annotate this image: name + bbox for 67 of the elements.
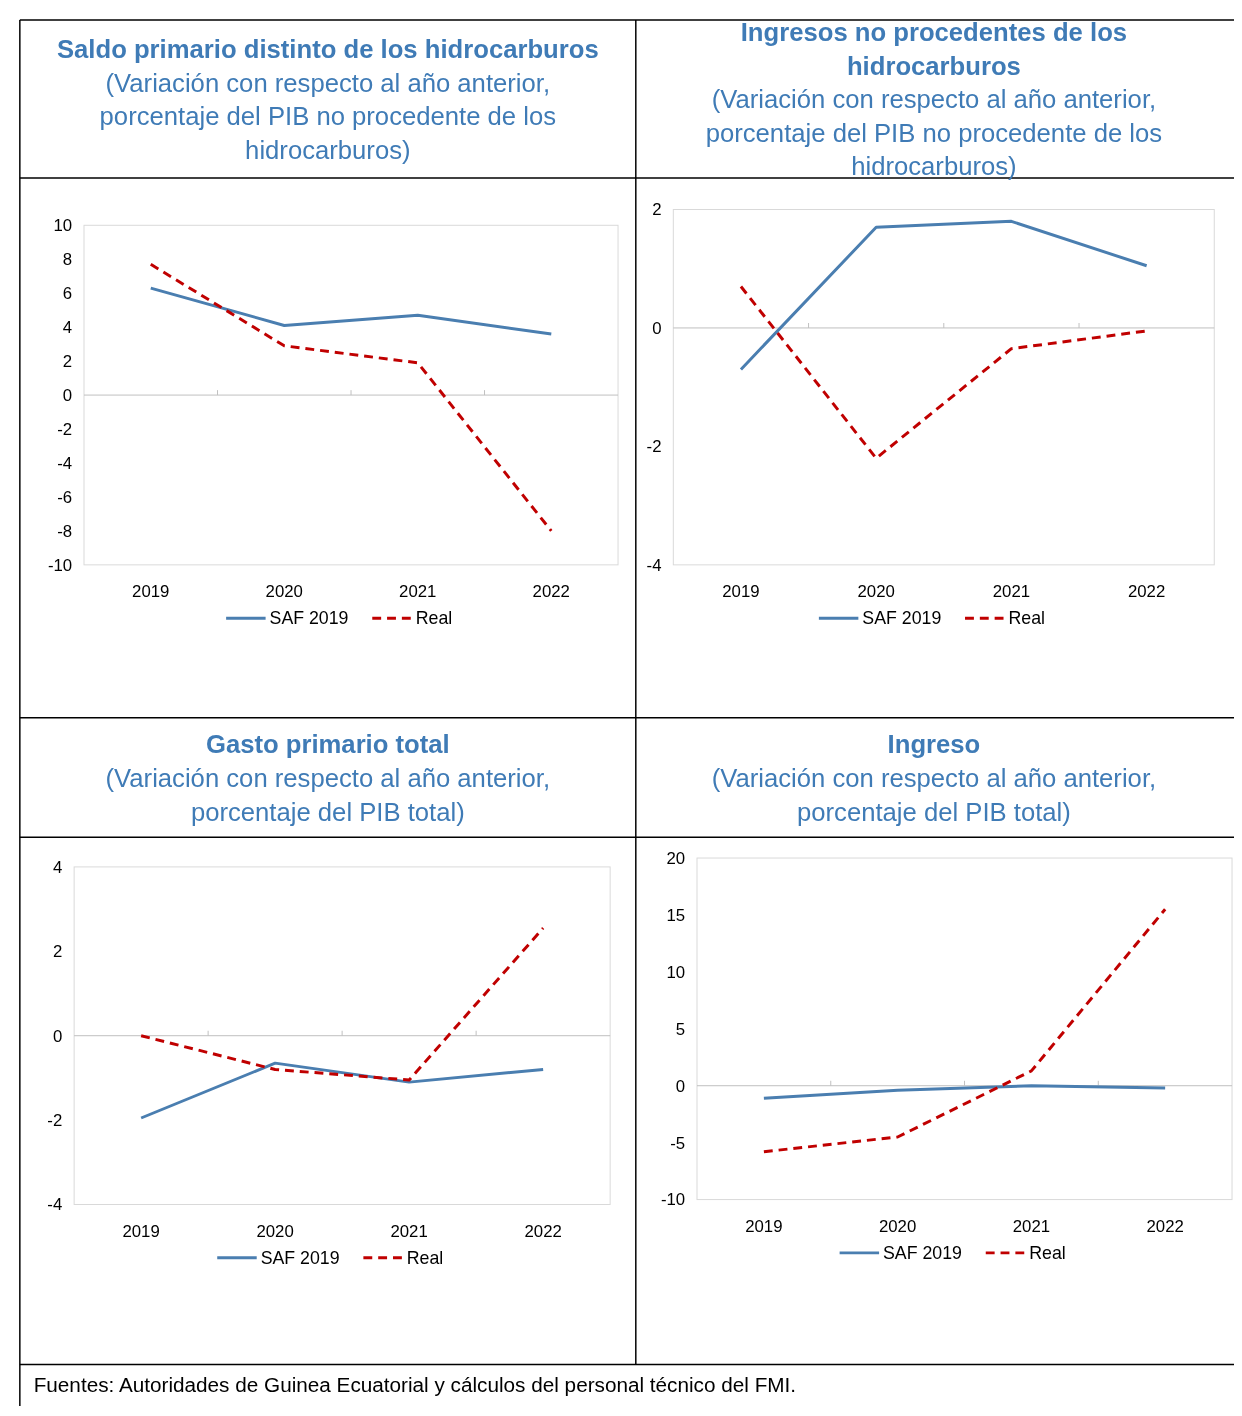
x-tick-label: 2020: [256, 1222, 294, 1242]
y-tick-label: -2: [646, 437, 662, 457]
x-tick-label: 2022: [1146, 1217, 1184, 1237]
chart-title: Gasto primario total: [205, 730, 450, 759]
x-tick-label: 2021: [992, 582, 1031, 602]
y-tick-label: -8: [57, 521, 73, 541]
x-tick-label: 2019: [745, 1217, 783, 1237]
x-tick-label: 2020: [857, 582, 895, 602]
x-tick-label: 2022: [1127, 582, 1166, 602]
y-tick-label: 10: [53, 216, 73, 236]
x-tick-label: 2019: [132, 582, 170, 602]
chart-title: Ingreso: [887, 730, 981, 759]
line-series: [139, 1061, 545, 1120]
y-tick-label: 2: [652, 200, 662, 220]
chart-title: Saldo primario distinto de los hidrocarburos: [56, 34, 599, 63]
legend-label: Real: [415, 608, 453, 629]
chart-title: Ingresos no procedentes de los hidrocarburos: [740, 18, 1128, 80]
chart-subtitle: (Variación con respecto al año anterior, porcentaje del PIB no procedente de los hidrocarburos): [99, 68, 557, 164]
y-tick-label: -4: [57, 453, 73, 473]
y-tick-label: 10: [666, 962, 686, 982]
y-tick-label: -6: [57, 487, 73, 507]
y-tick-label: 2: [52, 942, 63, 962]
x-tick-label: 2022: [524, 1222, 562, 1242]
chart-subtitle: (Variación con respecto al año anterior, porcentaje del PIB total): [105, 763, 551, 826]
x-tick-label: 2021: [399, 582, 437, 602]
legend-label: Real: [1008, 608, 1045, 629]
y-tick-label: 4: [52, 857, 63, 877]
y-tick-label: -4: [47, 1195, 63, 1215]
legend-label: SAF 2019: [883, 1243, 963, 1264]
line-series: [149, 286, 553, 336]
x-tick-label: 2021: [390, 1222, 428, 1242]
y-tick-label: -2: [57, 419, 73, 439]
line-series: [739, 219, 1149, 371]
y-tick-label: 2: [62, 351, 73, 371]
y-tick-label: -10: [47, 555, 73, 575]
line-series: [149, 262, 553, 533]
y-tick-label: 0: [675, 1076, 686, 1096]
legend-label: SAF 2019: [862, 608, 942, 629]
x-tick-label: 2022: [532, 582, 570, 602]
y-tick-label: 15: [666, 905, 686, 925]
y-tick-label: 20: [666, 848, 686, 868]
y-tick-label: -2: [47, 1110, 63, 1130]
legend-label: Real: [1029, 1243, 1066, 1264]
y-tick-label: 8: [62, 250, 73, 270]
y-tick-label: -5: [670, 1133, 686, 1153]
line-series: [139, 926, 545, 1082]
y-tick-label: 6: [62, 284, 73, 304]
chart-subtitle: (Variación con respecto al año anterior, porcentaje del PIB total): [711, 763, 1157, 826]
y-tick-label: 0: [52, 1026, 63, 1046]
legend-label: SAF 2019: [269, 608, 349, 629]
y-tick-label: 0: [652, 318, 662, 338]
chart-subtitle: (Variación con respecto al año anterior, porcentaje del PIB no procedente de los hidrocarburos): [705, 85, 1163, 181]
y-tick-label: 5: [675, 1019, 686, 1039]
y-tick-label: 4: [62, 318, 73, 338]
legend-label: SAF 2019: [260, 1248, 340, 1269]
line-series: [762, 907, 1167, 1154]
y-tick-label: -10: [660, 1190, 686, 1210]
x-tick-label: 2020: [265, 582, 303, 602]
x-tick-label: 2020: [878, 1217, 917, 1237]
x-tick-label: 2019: [722, 582, 760, 602]
y-tick-label: 0: [62, 385, 73, 405]
source-note: Fuentes: Autoridades de Guinea Ecuatorial y cálculos del personal técnico del FMI.: [33, 1373, 797, 1397]
x-tick-label: 2019: [122, 1222, 160, 1242]
line-series: [762, 1084, 1167, 1100]
legend-label: Real: [406, 1248, 444, 1269]
y-tick-label: -4: [646, 555, 662, 575]
x-tick-label: 2021: [1012, 1217, 1051, 1237]
